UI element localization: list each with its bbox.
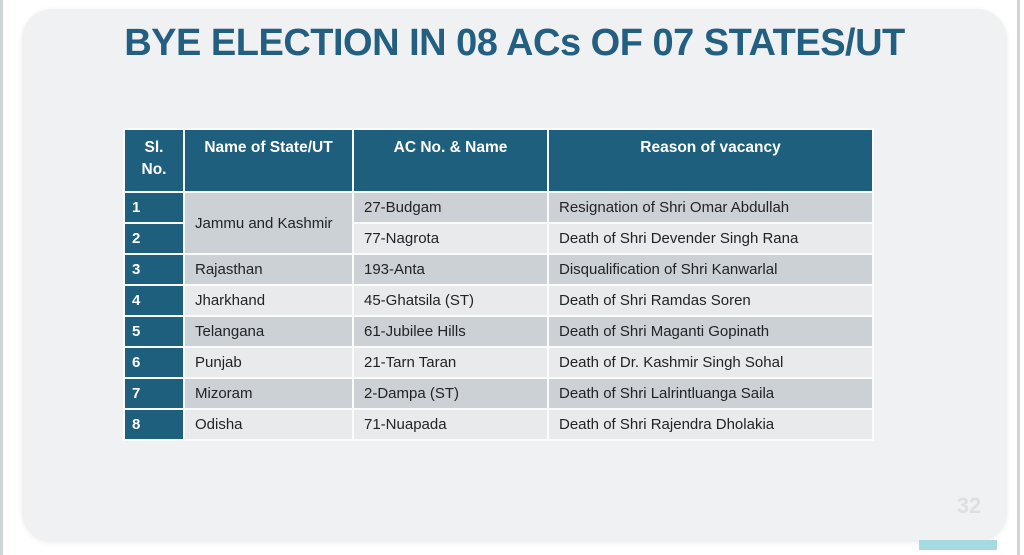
cell-sl-no: 1 [123,191,185,224]
table-row: 7 Mizoram 2-Dampa (ST) Death of Shri Lalrin… [123,377,874,410]
cell-sl-no: 2 [123,222,185,255]
cell-ac-no-name: 71-Nuapada [352,408,549,441]
cell-reason-of-vacancy: Death of Dr. Kashmir Singh Sohal [547,346,874,379]
cell-state: Jammu and Kashmir [183,191,354,255]
bye-election-table: Sl. No. Name of State/UT AC No. & Name R… [123,128,874,441]
cell-reason-of-vacancy: Resignation of Shri Omar Abdullah [547,191,874,224]
cell-sl-no: 7 [123,377,185,410]
cell-state: Rajasthan [183,253,354,286]
cell-reason-of-vacancy: Death of Shri Maganti Gopinath [547,315,874,348]
left-edge-line [0,0,3,555]
cell-state: Mizoram [183,377,354,410]
cell-ac-no-name: 193-Anta [352,253,549,286]
cell-reason-of-vacancy: Disqualification of Shri Kanwarlal [547,253,874,286]
table-row: 1 Jammu and Kashmir 27-Budgam Resignation o… [123,191,874,255]
cell-reason-of-vacancy: Death of Shri Lalrintluanga Saila [547,377,874,410]
page-number: 32 [956,493,982,518]
slide-card: BYE ELECTION IN 08 ACs OF 07 STATES/UT S… [22,9,1007,550]
table-body: 1 Jammu and Kashmir 27-Budgam Resignation o… [123,191,874,441]
table-header-row: Sl. No. Name of State/UT AC No. & Name R… [123,128,874,193]
cell-reason-of-vacancy: Death of Shri Devender Singh Rana [547,222,874,255]
cell-sl-no: 5 [123,315,185,348]
cell-state: Telangana [183,315,354,348]
cell-reason-of-vacancy: Death of Shri Rajendra Dholakia [547,408,874,441]
cell-sl-no: 4 [123,284,185,317]
cell-sl-no: 6 [123,346,185,379]
col-header-ac: AC No. & Name [352,128,549,193]
cell-state: Jharkhand [183,284,354,317]
col-header-state: Name of State/UT [183,128,354,193]
cell-ac-no-name: 21-Tarn Taran [352,346,549,379]
table-row: 6 Punjab 21-Tarn Taran Death of Dr. Kashmir… [123,346,874,379]
cell-state: Odisha [183,408,354,441]
cell-sl-no: 3 [123,253,185,286]
table-row: 5 Telangana 61-Jubilee Hills Death of Shri … [123,315,874,348]
table-row: 2 77-Nagrota Death of Shri Devender Singh … [123,222,874,255]
cell-ac-no-name: 27-Budgam [352,191,549,224]
cell-ac-no-name: 45-Ghatsila (ST) [352,284,549,317]
table-row: 3 Rajasthan 193-Anta Disqualification of Sh… [123,253,874,286]
table-row: 8 Odisha 71-Nuapada Death of Shri Rajendra … [123,408,874,441]
cell-ac-no-name: 61-Jubilee Hills [352,315,549,348]
cell-ac-no-name: 77-Nagrota [352,222,549,255]
col-header-reason: Reason of vacancy [547,128,874,193]
col-header-sl-no: Sl. No. [123,128,185,193]
slide-title: BYE ELECTION IN 08 ACs OF 07 STATES/UT [124,22,905,64]
right-edge-line [1017,0,1020,555]
cell-ac-no-name: 2-Dampa (ST) [352,377,549,410]
cell-reason-of-vacancy: Death of Shri Ramdas Soren [547,284,874,317]
accent-bar [919,540,997,550]
cell-state: Punjab [183,346,354,379]
table-row: 4 Jharkhand 45-Ghatsila (ST) Death of Shri … [123,284,874,317]
cell-sl-no: 8 [123,408,185,441]
table-container: Sl. No. Name of State/UT AC No. & Name R… [123,128,874,441]
